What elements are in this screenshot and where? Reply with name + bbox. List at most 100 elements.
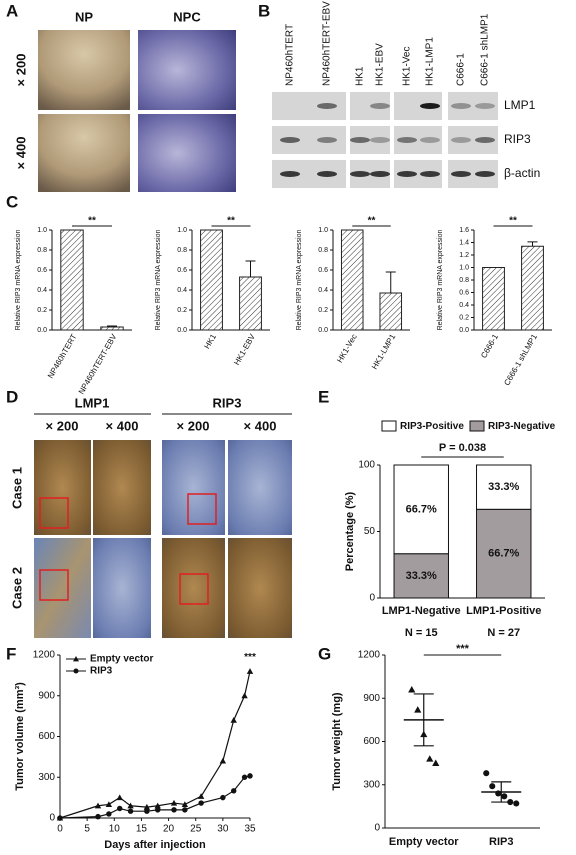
point	[432, 759, 440, 767]
micrograph	[34, 538, 91, 638]
band	[451, 103, 471, 109]
panel-label: D	[6, 387, 18, 406]
lane-label: C666-1	[456, 53, 467, 86]
point	[95, 813, 101, 820]
lane-label: C666-1 shLMP1	[480, 13, 491, 86]
point	[230, 788, 237, 794]
band	[280, 171, 300, 177]
bar-segment	[476, 464, 532, 510]
x-tick-label: Empty vector	[389, 836, 459, 848]
zoom-box	[179, 573, 209, 605]
point	[154, 802, 161, 809]
point	[513, 800, 520, 807]
micrograph	[38, 114, 130, 192]
category-note: N = 15	[405, 627, 438, 639]
legend-label: Empty vector	[90, 654, 153, 665]
point	[219, 757, 227, 764]
lane-label: NP460hTERT-EBV	[322, 1, 333, 86]
y-tick-label: 0.2	[459, 314, 469, 321]
micrograph	[34, 440, 91, 535]
y-tick-label: 1.0	[318, 227, 328, 234]
band	[350, 171, 370, 177]
bar	[239, 276, 262, 331]
marker-label: LMP1	[75, 395, 110, 410]
band	[350, 137, 370, 143]
band-label: β-actin	[504, 166, 540, 180]
significance: **	[509, 216, 517, 227]
y-tick-label: 0	[369, 593, 375, 604]
case-label: Case 2	[9, 567, 24, 609]
series-line	[59, 671, 251, 819]
band	[317, 171, 337, 177]
y-tick-label: 0	[49, 813, 55, 824]
band	[420, 171, 440, 177]
point	[197, 793, 205, 799]
y-axis-title: Percentage (%)	[344, 491, 356, 571]
zoom-box	[39, 569, 69, 601]
point	[127, 808, 134, 814]
y-tick-label: 1.0	[37, 227, 47, 234]
band	[475, 103, 495, 109]
bar	[60, 229, 84, 331]
x-tick-label: 20	[163, 824, 175, 835]
point	[170, 799, 178, 806]
x-tick-label: 25	[190, 824, 202, 835]
band	[475, 171, 495, 177]
x-tick-label: RIP3	[489, 836, 513, 848]
y-tick-label: 1.4	[459, 239, 469, 246]
micrograph	[93, 440, 151, 535]
band	[280, 137, 300, 143]
significance: **	[368, 216, 376, 227]
y-tick-label: 0.0	[177, 327, 187, 334]
y-tick-label: 0.4	[318, 287, 328, 294]
x-axis-title: Days after injection	[104, 839, 206, 851]
legend-label: RIP3-Positive	[400, 421, 464, 432]
y-tick-label: 1.0	[177, 227, 187, 234]
column-label: NP	[75, 9, 93, 24]
y-tick-label: 0.4	[177, 287, 187, 294]
micrograph	[138, 114, 236, 192]
y-tick-label: 1.0	[459, 264, 469, 271]
point	[73, 656, 79, 662]
bar	[521, 245, 544, 331]
point	[230, 717, 237, 723]
point	[220, 794, 226, 801]
marker-label: RIP3	[213, 395, 242, 410]
lane-label: HK1	[355, 66, 366, 86]
point	[241, 774, 248, 780]
x-tick-label: HK1	[202, 332, 218, 350]
blot	[448, 92, 498, 120]
y-tick-label: 50	[364, 526, 376, 537]
x-tick-label: 35	[244, 824, 256, 835]
band-label: LMP1	[504, 98, 536, 112]
micrograph	[228, 440, 292, 535]
point	[483, 770, 490, 777]
band	[451, 137, 471, 143]
value-label: 33.3%	[406, 570, 437, 582]
y-tick-label: 1200	[33, 650, 56, 661]
micrograph	[93, 538, 151, 638]
y-tick-label: 1200	[358, 650, 381, 661]
y-tick-label: 600	[363, 736, 380, 747]
bar	[100, 326, 124, 331]
y-tick-label: 0	[374, 823, 380, 834]
y-tick-label: 0.4	[459, 302, 469, 309]
x-tick-label: NP460hTERT	[46, 332, 79, 380]
point	[501, 793, 508, 800]
y-tick-label: 0.2	[318, 307, 328, 314]
x-tick-label: C666-1	[479, 332, 500, 360]
panel-label: G	[318, 644, 331, 663]
y-tick-label: 0.0	[37, 327, 47, 334]
point	[116, 805, 123, 812]
y-tick-label: 0.8	[318, 247, 328, 254]
point	[105, 801, 113, 807]
x-tick-label: C666-1 shLMP1	[502, 332, 539, 387]
y-tick-label: 0.2	[37, 307, 47, 314]
y-tick-label: 600	[38, 731, 55, 742]
micrograph	[138, 30, 236, 110]
point	[94, 802, 102, 809]
lane-label: HK1-EBV	[375, 43, 386, 86]
panel-label: C	[6, 192, 18, 211]
point	[489, 783, 496, 790]
